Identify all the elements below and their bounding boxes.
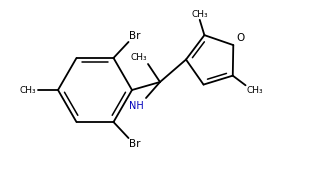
Text: Br: Br xyxy=(130,31,141,41)
Text: Br: Br xyxy=(130,139,141,149)
Text: CH₃: CH₃ xyxy=(20,85,36,95)
Text: CH₃: CH₃ xyxy=(246,86,263,95)
Text: NH: NH xyxy=(129,101,144,111)
Text: CH₃: CH₃ xyxy=(130,53,147,62)
Text: O: O xyxy=(236,33,244,43)
Text: CH₃: CH₃ xyxy=(191,10,208,19)
